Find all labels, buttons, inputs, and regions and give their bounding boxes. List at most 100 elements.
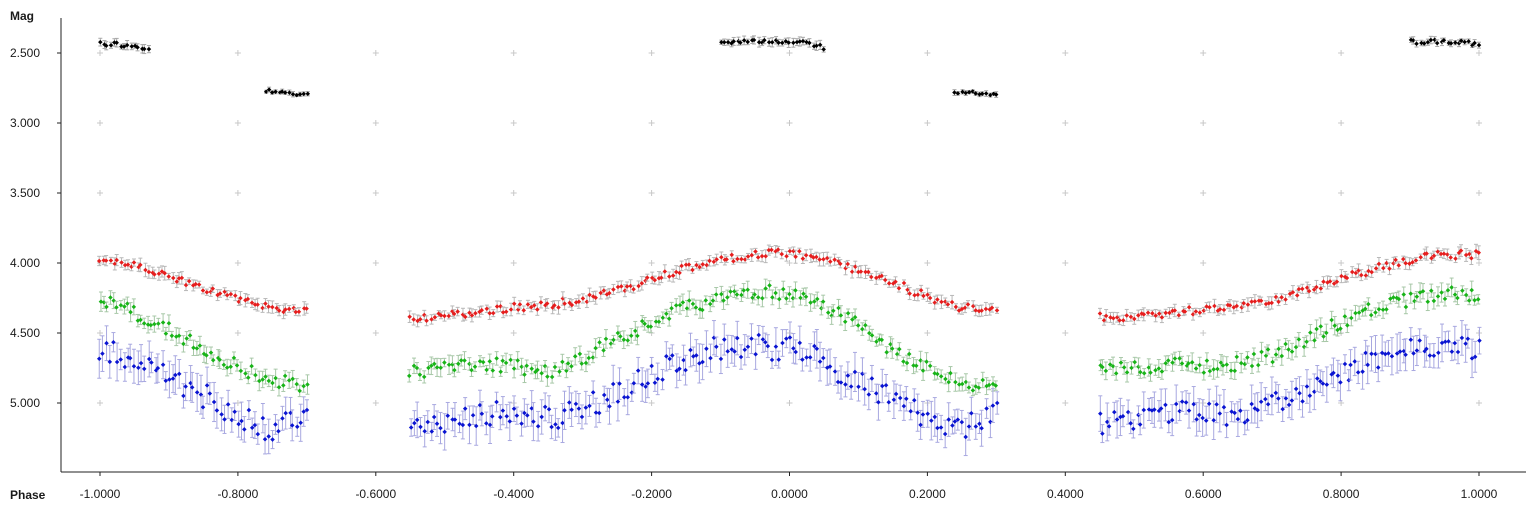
y-tick-label: 4.500 xyxy=(10,326,40,340)
grid-cross xyxy=(924,190,931,196)
data-point xyxy=(628,279,633,293)
data-point xyxy=(426,360,431,375)
data-point xyxy=(617,367,622,400)
data-point xyxy=(1455,290,1460,306)
data-point xyxy=(752,288,757,301)
data-point xyxy=(280,405,285,431)
data-point xyxy=(1375,352,1381,383)
data-point xyxy=(969,396,974,430)
grid-cross xyxy=(1338,120,1345,126)
data-point xyxy=(1211,400,1216,440)
data-point xyxy=(1417,328,1422,353)
axes xyxy=(60,18,1526,473)
data-point xyxy=(460,307,466,322)
data-point xyxy=(131,258,137,267)
y-tick-label: 3.500 xyxy=(10,186,40,200)
data-point xyxy=(817,39,823,51)
data-point xyxy=(1206,388,1212,419)
data-point xyxy=(863,319,868,331)
grid-cross xyxy=(786,120,793,126)
data-point xyxy=(838,259,843,269)
data-point xyxy=(825,306,831,319)
data-point xyxy=(622,284,628,298)
data-point xyxy=(456,354,461,373)
data-point xyxy=(700,301,705,319)
data-point xyxy=(990,388,996,423)
data-point xyxy=(1414,39,1419,48)
data-point xyxy=(260,303,265,313)
data-point xyxy=(970,300,976,313)
data-point xyxy=(966,381,972,394)
data-point xyxy=(1431,343,1437,369)
data-point xyxy=(590,380,596,405)
data-point xyxy=(1352,346,1358,377)
data-point xyxy=(1429,283,1434,298)
data-point xyxy=(1318,317,1323,336)
data-point xyxy=(438,358,443,378)
data-point xyxy=(918,409,923,440)
data-point xyxy=(521,305,526,316)
data-point xyxy=(874,336,879,347)
data-point xyxy=(645,320,651,333)
data-point xyxy=(762,36,767,45)
data-point xyxy=(1217,304,1223,315)
data-point xyxy=(904,386,909,412)
data-point xyxy=(769,350,775,369)
grid-cross xyxy=(372,330,379,336)
data-point xyxy=(146,265,152,279)
data-point xyxy=(107,345,113,379)
data-point xyxy=(1320,371,1326,397)
data-point xyxy=(160,350,166,380)
grid-cross xyxy=(786,190,793,196)
data-point xyxy=(1458,244,1464,258)
data-point xyxy=(845,308,851,319)
data-point xyxy=(896,283,902,293)
data-point xyxy=(1456,246,1462,260)
data-point xyxy=(252,411,258,440)
data-point xyxy=(935,368,940,380)
data-point xyxy=(511,358,517,379)
data-point xyxy=(1311,286,1317,294)
data-point xyxy=(208,346,214,359)
data-point xyxy=(779,249,785,260)
data-point xyxy=(824,251,830,265)
data-point xyxy=(128,302,133,323)
data-point xyxy=(719,285,724,303)
grid-cross xyxy=(97,190,103,196)
data-point xyxy=(1339,269,1344,284)
data-point xyxy=(603,329,609,349)
data-point xyxy=(1203,405,1209,436)
data-point xyxy=(283,303,288,316)
data-point xyxy=(725,334,730,368)
grid-cross xyxy=(1062,400,1069,406)
y-axis-label: Mag xyxy=(10,9,34,23)
data-point xyxy=(442,310,447,322)
data-point xyxy=(166,272,172,281)
data-point xyxy=(845,361,851,390)
data-point xyxy=(597,336,602,348)
data-point xyxy=(808,293,813,312)
data-point xyxy=(1098,395,1103,432)
data-point xyxy=(125,296,130,311)
x-tick-label: 0.8000 xyxy=(1323,487,1360,501)
data-point xyxy=(1172,351,1178,366)
data-point xyxy=(858,265,864,279)
data-point xyxy=(1283,388,1289,408)
data-point xyxy=(1258,382,1264,422)
data-point xyxy=(993,380,999,391)
data-point xyxy=(587,287,592,303)
data-point xyxy=(1318,369,1323,393)
data-point xyxy=(843,371,848,398)
data-point xyxy=(776,350,781,369)
data-point xyxy=(1338,323,1343,335)
data-point xyxy=(294,378,299,391)
data-point xyxy=(684,299,690,317)
data-point xyxy=(697,343,702,384)
data-point xyxy=(422,309,427,321)
data-point xyxy=(970,384,976,397)
data-point xyxy=(1176,311,1182,319)
data-point xyxy=(838,365,844,400)
grid-cross xyxy=(234,120,241,126)
data-point xyxy=(148,320,154,331)
x-tick-label: 0.6000 xyxy=(1185,487,1222,501)
